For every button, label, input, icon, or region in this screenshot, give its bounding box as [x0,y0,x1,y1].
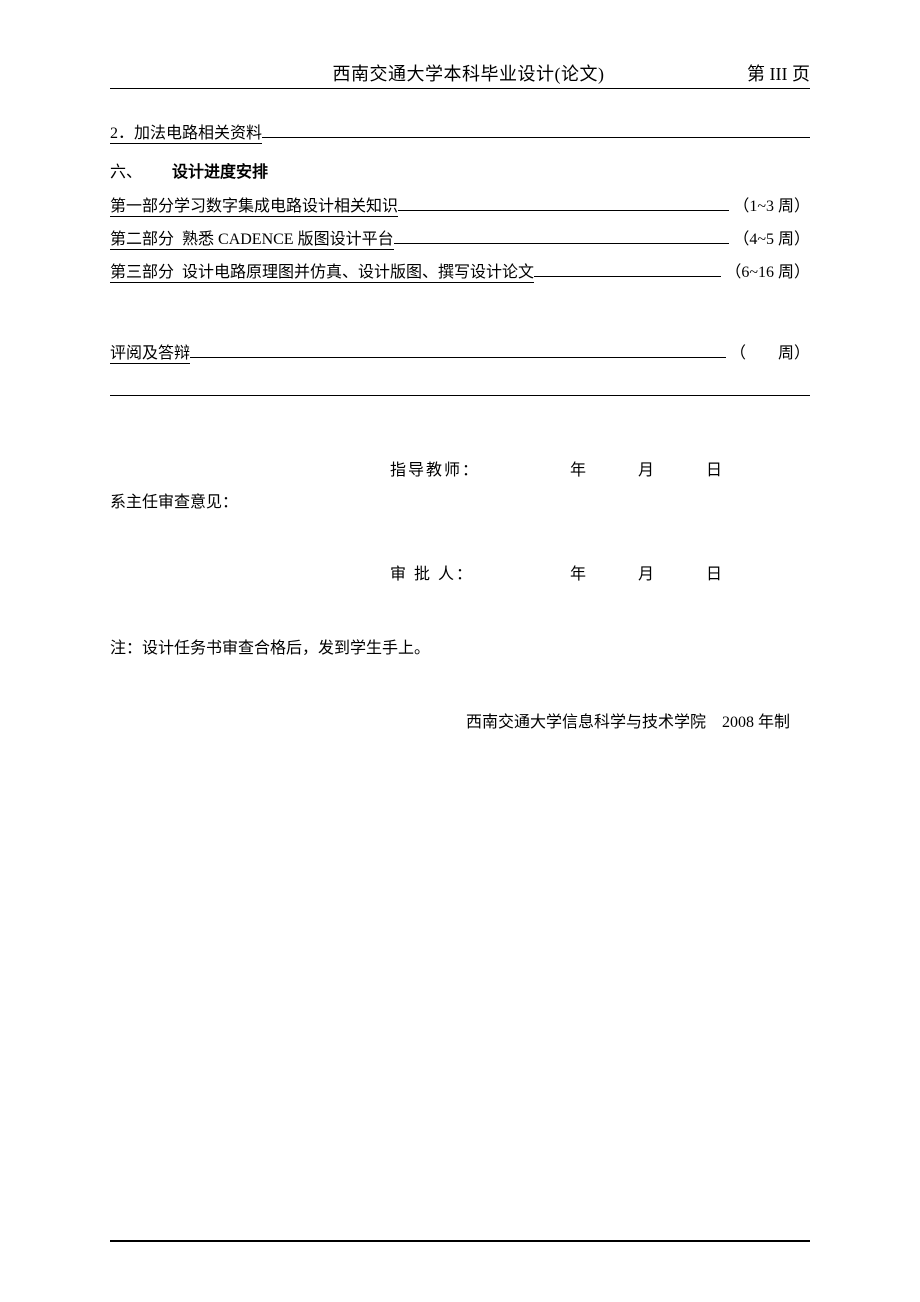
schedule-part-2-content: 熟悉 CADENCE 版图设计平台 [174,225,394,250]
footer-rule [110,1240,810,1242]
schedule-part-3-label: 第三部分 [110,258,174,283]
advisor-date: 年 月 日 [570,456,740,480]
signature-block: 指导教师： 年 月 日 系主任审查意见： 审 批 人： 年 月 日 [110,456,810,584]
schedule-part-3-weeks: （6~16 周） [725,258,810,282]
schedule-part-2: 第二部分 熟悉 CADENCE 版图设计平台 （4~5 周） [110,225,810,250]
institution-text: 西南交通大学信息科学与技术学院 2008 年制 [110,708,810,732]
section-6-heading: 六、 设计进度安排 [110,158,810,182]
advisor-signature-row: 指导教师： 年 月 日 [110,456,810,480]
item-2-fill [262,137,810,138]
schedule-part-2-weeks: （4~5 周） [733,225,810,249]
approver-date: 年 月 日 [570,560,740,584]
schedule-part-3: 第三部分 设计电路原理图并仿真、设计版图、撰写设计论文 （6~16 周） [110,258,810,283]
review-weeks: （ 周） [730,339,810,363]
spacer-2 [110,512,810,552]
item-2-row: 2． 加法电路相关资料 [110,119,810,144]
review-fill [190,357,726,358]
approver-signature-row: 审 批 人： 年 月 日 [110,560,810,584]
schedule-part-1-content: 学习数字集成电路设计相关知识 [174,192,398,217]
schedule-part-3-fill [534,276,721,277]
section-6-number: 六、 [110,164,142,181]
schedule-part-1-weeks: （1~3 周） [733,192,810,216]
content-area: 西南交通大学本科毕业设计(论文) 第 III 页 2． 加法电路相关资料 六、设… [110,60,810,732]
item-2-prefix: 2． [110,119,134,144]
page: 西南交通大学本科毕业设计(论文) 第 III 页 2． 加法电路相关资料 六、设… [0,0,920,1302]
advisor-label: 指导教师： [390,456,510,480]
schedule-part-3-content: 设计电路原理图并仿真、设计版图、撰写设计论文 [174,258,534,283]
header-page-number: 第 III 页 [747,60,810,86]
page-header: 西南交通大学本科毕业设计(论文) 第 III 页 [110,60,810,89]
blank-underline [110,378,810,396]
item-2-text: 加法电路相关资料 [134,119,262,144]
approver-label: 审 批 人： [390,560,510,584]
header-title: 西南交通大学本科毕业设计(论文) [110,60,747,86]
note-text: 注：设计任务书审查合格后，发到学生手上。 [110,634,810,658]
review-label: 评阅及答辩 [110,339,190,364]
dept-opinion-label: 系主任审查意见： [110,488,810,512]
schedule-part-2-label: 第二部分 [110,225,174,250]
schedule-part-1-fill [398,210,729,211]
schedule-part-2-fill [394,243,730,244]
section-6-title: 设计进度安排 [172,164,268,181]
schedule-part-1-label: 第一部分 [110,192,174,217]
spacer [110,291,810,331]
schedule-part-1: 第一部分 学习数字集成电路设计相关知识 （1~3 周） [110,192,810,217]
review-row: 评阅及答辩 （ 周） [110,339,810,364]
